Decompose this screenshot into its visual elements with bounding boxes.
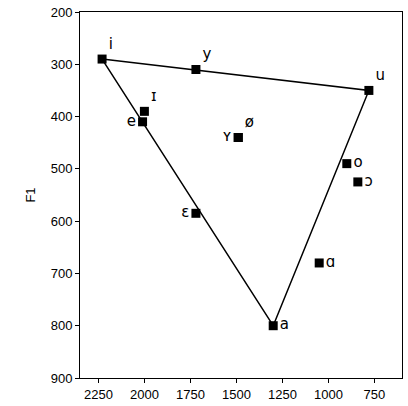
- svg-text:y: y: [203, 45, 212, 63]
- svg-text:200: 200: [51, 5, 73, 20]
- svg-text:i: i: [109, 35, 113, 53]
- svg-text:ɑ: ɑ: [326, 253, 336, 271]
- svg-text:400: 400: [51, 109, 73, 124]
- svg-text:e: e: [127, 112, 136, 130]
- svg-text:F1: F1: [23, 187, 38, 202]
- svg-text:2000: 2000: [130, 387, 159, 402]
- svg-text:300: 300: [51, 57, 73, 72]
- svg-text:700: 700: [51, 266, 73, 281]
- svg-text:a: a: [280, 315, 289, 333]
- svg-text:500: 500: [51, 161, 73, 176]
- svg-text:750: 750: [364, 387, 386, 402]
- svg-text:ɛ: ɛ: [181, 203, 189, 221]
- svg-text:o: o: [353, 153, 362, 171]
- svg-text:1000: 1000: [314, 387, 343, 402]
- svg-text:1750: 1750: [176, 387, 205, 402]
- svg-text:600: 600: [51, 214, 73, 229]
- svg-text:1250: 1250: [268, 387, 297, 402]
- svg-text:ɪ: ɪ: [151, 87, 157, 105]
- svg-text:u: u: [376, 66, 386, 84]
- svg-text:ʏ: ʏ: [222, 127, 231, 145]
- svg-text:2250: 2250: [84, 387, 113, 402]
- svg-text:ɔ: ɔ: [364, 172, 372, 190]
- svg-text:ø: ø: [245, 113, 254, 131]
- svg-text:1500: 1500: [222, 387, 251, 402]
- svg-text:900: 900: [51, 371, 73, 386]
- svg-text:800: 800: [51, 318, 73, 333]
